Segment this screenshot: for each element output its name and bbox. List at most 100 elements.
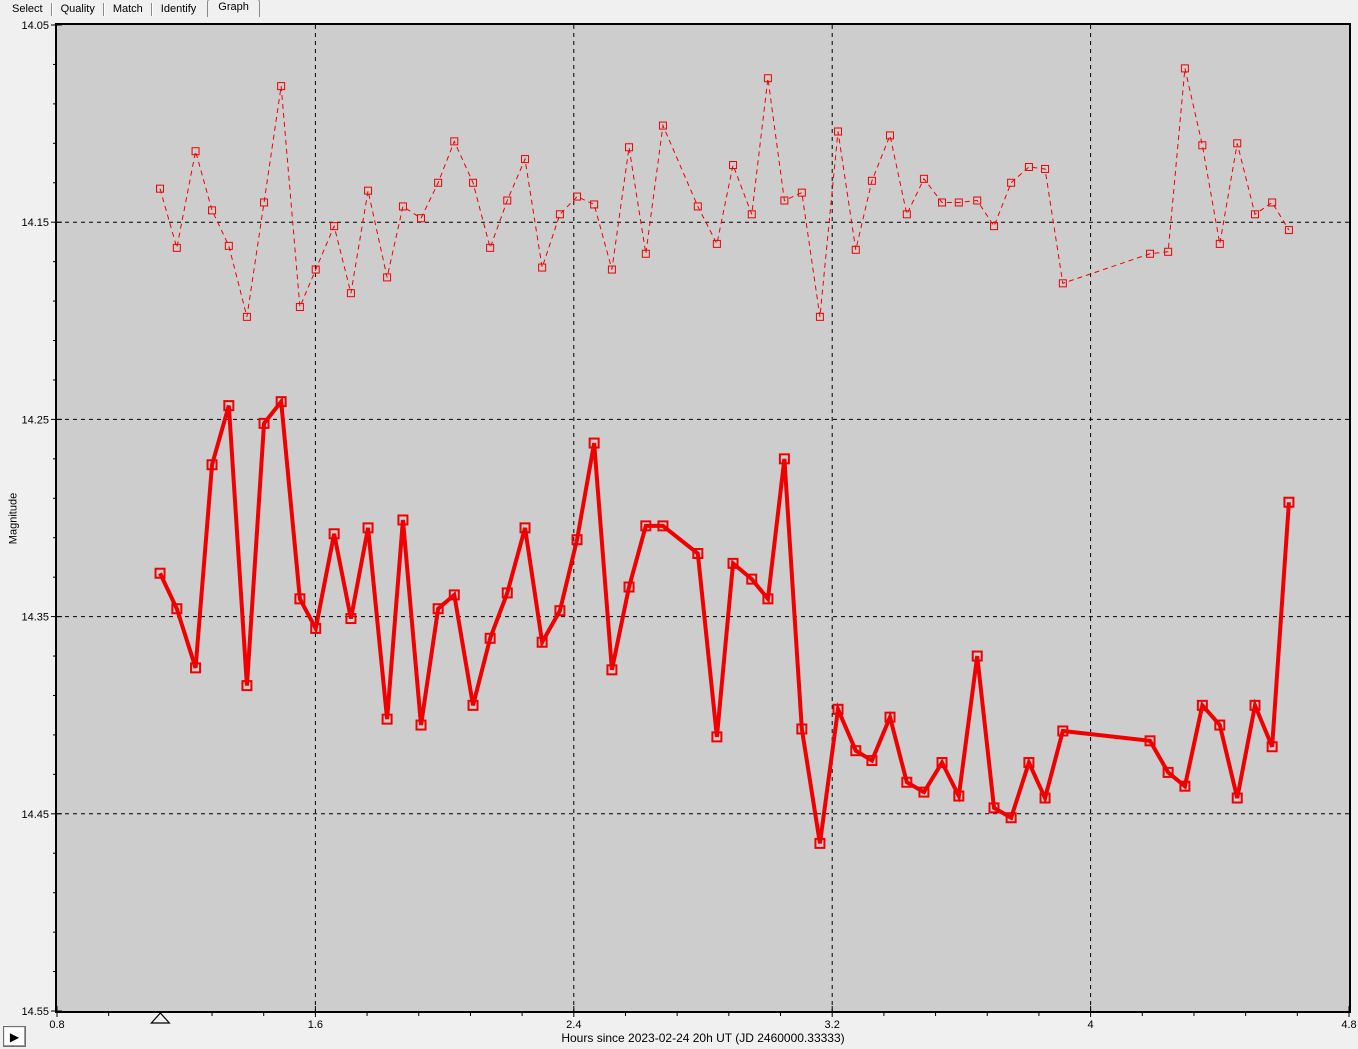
upper-dashed-series-point[interactable] [1007,178,1016,187]
upper-dashed-series-point[interactable] [797,188,806,197]
lower-thick-series-point[interactable] [206,459,218,471]
upper-dashed-series-point[interactable] [156,184,165,193]
lower-thick-series-point[interactable] [953,790,965,802]
upper-dashed-series-point[interactable] [434,178,443,187]
lower-thick-series-point[interactable] [448,589,460,601]
lower-thick-series-point[interactable] [866,755,878,767]
upper-dashed-series-point[interactable] [747,210,756,219]
upper-dashed-series-point[interactable] [834,127,843,136]
upper-dashed-series-point[interactable] [763,74,772,83]
tab-identify[interactable]: Identify [160,3,197,15]
lower-thick-series-point[interactable] [294,593,306,605]
lower-thick-series-point[interactable] [571,534,583,546]
lower-thick-series-point[interactable] [328,528,340,540]
play-button[interactable]: ▶ [3,1026,26,1047]
lower-thick-series-point[interactable] [657,520,669,532]
upper-dashed-series-point[interactable] [1041,164,1050,173]
lower-thick-series-point[interactable] [432,603,444,615]
lower-thick-series-point[interactable] [171,603,183,615]
upper-dashed-series-point[interactable] [172,243,181,252]
upper-dashed-series-point[interactable] [1024,162,1033,171]
lower-thick-series-point[interactable] [814,837,826,849]
upper-dashed-series-point[interactable] [1268,198,1277,207]
upper-dashed-series-point[interactable] [902,210,911,219]
lower-thick-series-point[interactable] [310,622,322,634]
upper-dashed-series-point[interactable] [867,176,876,185]
upper-dashed-series-point[interactable] [607,265,616,274]
triangle-marker[interactable] [150,1012,171,1024]
lower-thick-series-point[interactable] [988,802,1000,814]
upper-dashed-series-point[interactable] [398,202,407,211]
upper-dashed-series-point[interactable] [242,312,251,321]
lower-thick-series-point[interactable] [918,786,930,798]
upper-dashed-series-point[interactable] [729,161,738,170]
upper-dashed-series-point[interactable] [693,202,702,211]
upper-dashed-series-point[interactable] [990,222,999,231]
lower-thick-series-point[interactable] [832,703,844,715]
lower-thick-series-point[interactable] [1162,766,1174,778]
upper-dashed-series-point[interactable] [555,210,564,219]
upper-dashed-series-point[interactable] [1215,239,1224,248]
upper-dashed-series-point[interactable] [330,222,339,231]
upper-dashed-series-point[interactable] [1198,141,1207,150]
lower-thick-series-point[interactable] [884,711,896,723]
upper-dashed-series-point[interactable] [1146,249,1155,258]
lower-thick-series-point[interactable] [519,522,531,534]
lower-thick-series-point[interactable] [727,557,739,569]
upper-dashed-series-point[interactable] [625,143,634,152]
lower-thick-series-point[interactable] [1179,780,1191,792]
lower-thick-series-point[interactable] [1283,496,1295,508]
upper-dashed-series-point[interactable] [224,241,233,250]
lower-thick-series-point[interactable] [258,417,270,429]
upper-dashed-series-point[interactable] [573,192,582,201]
lower-thick-series-point[interactable] [971,650,983,662]
lower-thick-series-point[interactable] [623,581,635,593]
upper-dashed-series-point[interactable] [886,131,895,140]
lower-thick-series-point[interactable] [606,664,618,676]
lower-thick-series-point[interactable] [640,520,652,532]
lower-thick-series-point[interactable] [345,613,357,625]
lower-thick-series-point[interactable] [1196,699,1208,711]
upper-dashed-series-point[interactable] [712,239,721,248]
lower-thick-series-point[interactable] [778,453,790,465]
lower-thick-series-point[interactable] [1023,757,1035,769]
upper-dashed-series-point[interactable] [417,214,426,223]
lower-thick-series-point[interactable] [1266,741,1278,753]
upper-dashed-series-point[interactable] [780,196,789,205]
upper-dashed-series-point[interactable] [851,245,860,254]
upper-dashed-series-point[interactable] [919,174,928,183]
upper-dashed-series-point[interactable] [641,249,650,258]
lower-thick-series-point[interactable] [711,731,723,743]
upper-dashed-series-point[interactable] [311,265,320,274]
upper-dashed-series-point[interactable] [208,206,217,215]
upper-dashed-series-point[interactable] [815,312,824,321]
lower-thick-series-point[interactable] [901,776,913,788]
lower-thick-series-point[interactable] [381,713,393,725]
upper-dashed-series-point[interactable] [1233,139,1242,148]
lower-thick-series-point[interactable] [1144,735,1156,747]
lower-thick-series-point[interactable] [223,400,235,412]
lower-thick-series-point[interactable] [850,745,862,757]
upper-dashed-series-point[interactable] [450,137,459,146]
lower-thick-series-point[interactable] [1249,699,1261,711]
upper-dashed-series-point[interactable] [191,147,200,156]
lower-thick-series-point[interactable] [415,719,427,731]
lower-thick-series-point[interactable] [275,396,287,408]
lower-thick-series-point[interactable] [746,573,758,585]
lower-thick-series-point[interactable] [1039,792,1051,804]
lower-thick-series-point[interactable] [796,723,808,735]
lower-thick-series-point[interactable] [467,699,479,711]
upper-dashed-series-point[interactable] [1180,64,1189,73]
upper-dashed-series-point[interactable] [538,263,547,272]
lower-thick-series-point[interactable] [241,680,253,692]
lower-thick-series-point[interactable] [362,522,374,534]
lower-thick-series-point[interactable] [154,567,166,579]
lower-thick-series-point[interactable] [1005,812,1017,824]
lower-thick-series-point[interactable] [536,636,548,648]
lower-thick-series-point[interactable] [501,587,513,599]
lower-thick-series-point[interactable] [692,547,704,559]
upper-dashed-series-point[interactable] [973,196,982,205]
lower-thick-series-point[interactable] [762,593,774,605]
lower-thick-series-point[interactable] [1214,719,1226,731]
